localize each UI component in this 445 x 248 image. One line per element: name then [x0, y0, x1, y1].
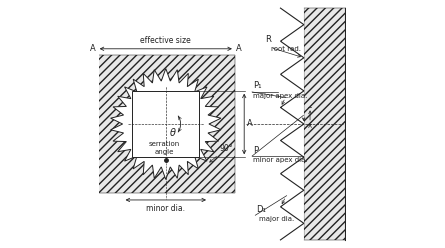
Text: D₁: D₁ [256, 205, 267, 214]
Polygon shape [111, 68, 221, 180]
Text: major apex dia.: major apex dia. [253, 93, 307, 99]
Text: serration
angle: serration angle [149, 141, 180, 155]
Text: A: A [247, 120, 252, 128]
Text: 90°: 90° [220, 144, 234, 153]
Text: R: R [265, 35, 271, 44]
Text: root rad.: root rad. [271, 46, 300, 52]
Bar [97, 55, 235, 193]
Text: A: A [90, 44, 96, 53]
Bar [304, 8, 346, 240]
Text: P₁: P₁ [253, 81, 262, 90]
Text: P: P [253, 146, 259, 155]
Text: major dia.: major dia. [259, 217, 294, 222]
Text: effective size: effective size [141, 36, 191, 45]
Text: θ: θ [170, 128, 176, 138]
Bar [97, 55, 235, 193]
Text: minor apex dia.: minor apex dia. [253, 157, 308, 163]
Text: A: A [236, 44, 242, 53]
Bar [304, 8, 346, 240]
Polygon shape [280, 8, 304, 240]
Text: minor dia.: minor dia. [146, 204, 185, 213]
Polygon shape [133, 91, 199, 157]
